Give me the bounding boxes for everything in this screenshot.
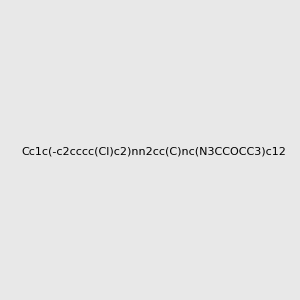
Text: Cc1c(-c2cccc(Cl)c2)nn2cc(C)nc(N3CCOCC3)c12: Cc1c(-c2cccc(Cl)c2)nn2cc(C)nc(N3CCOCC3)c… — [21, 146, 286, 157]
